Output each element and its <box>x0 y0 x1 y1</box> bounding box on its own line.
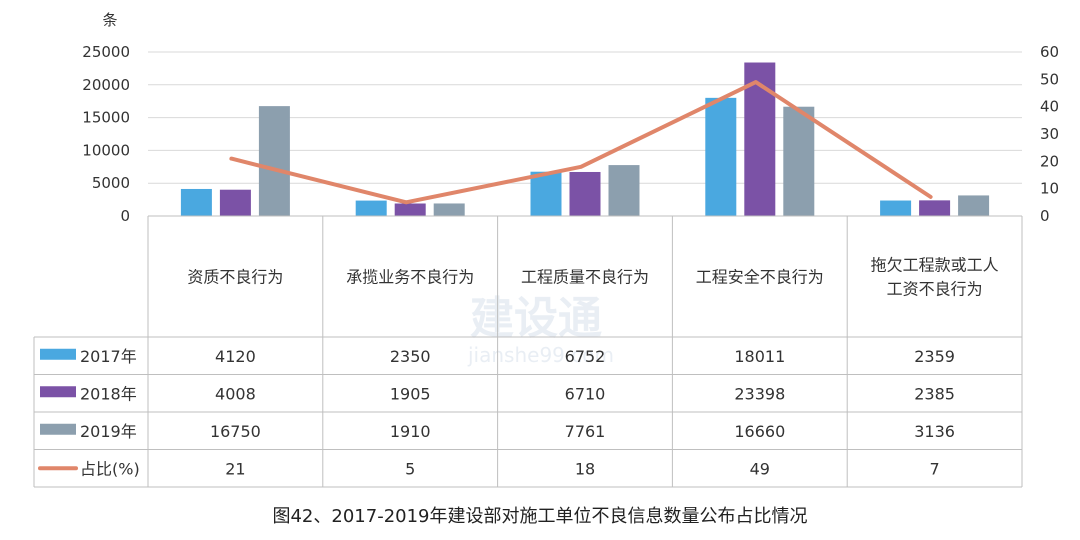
category-label: 工资不良行为 <box>887 280 983 299</box>
y2-tick-label: 40 <box>1040 98 1059 116</box>
y-tick-label: 25000 <box>82 43 130 61</box>
y2-tick-label: 10 <box>1040 180 1059 198</box>
series-line <box>229 80 933 205</box>
y2-tick-label: 0 <box>1040 207 1050 225</box>
data-table: 资质不良行为 承揽业务不良行为 工程质量不良行为 工程安全不良行为 拖欠工程款或工人工资… <box>33 215 1023 488</box>
bar <box>433 203 465 216</box>
table-cell: 6752 <box>565 347 606 366</box>
table-cell: 2385 <box>914 384 955 403</box>
table-cell: 16750 <box>210 422 261 441</box>
table-cell: 18011 <box>734 347 785 366</box>
legend-label: 占比(%) <box>80 459 140 478</box>
category-label: 工程质量不良行为 <box>521 268 649 287</box>
bar <box>569 171 601 216</box>
legend-label: 2019年 <box>80 422 137 441</box>
bar <box>530 171 562 216</box>
legend-label: 2018年 <box>80 384 137 403</box>
category-label: 资质不良行为 <box>187 268 283 287</box>
chart-title: 图42、2017-2019年建设部对施工单位不良信息数量公布占比情况 <box>272 506 807 527</box>
bar <box>394 203 426 216</box>
legend-swatch <box>40 423 76 435</box>
right-y-axis: 0 10 20 30 40 50 60 <box>1040 43 1059 225</box>
table-cell: 5 <box>405 459 415 478</box>
table-cell: 7761 <box>565 422 606 441</box>
bar <box>180 188 212 216</box>
table-cell: 6710 <box>565 384 606 403</box>
watermark-subtext: jianshe99.com <box>467 343 614 367</box>
table-cell: 4008 <box>215 384 256 403</box>
category-label: 拖欠工程款或工人 <box>871 256 999 275</box>
bar <box>219 189 251 216</box>
y-tick-label: 15000 <box>82 109 130 127</box>
bar <box>919 200 951 216</box>
y-axis-label: 条 <box>102 11 117 29</box>
table-cell: 23398 <box>734 384 785 403</box>
watermark: 建设通 jianshe99.com <box>467 293 614 367</box>
bar <box>958 195 990 216</box>
table-cell: 2359 <box>914 347 955 366</box>
table-cell: 49 <box>750 459 770 478</box>
table-cell: 18 <box>575 459 595 478</box>
legend-swatch <box>40 386 76 398</box>
legend-swatch <box>40 348 76 360</box>
y-tick-label: 20000 <box>82 76 130 94</box>
y2-tick-label: 30 <box>1040 125 1059 143</box>
table-cell: 1905 <box>390 384 431 403</box>
table-cell: 7 <box>930 459 940 478</box>
ratio-line <box>229 80 933 205</box>
table-cell: 16660 <box>734 422 785 441</box>
y-tick-label: 0 <box>120 207 130 225</box>
y2-tick-label: 20 <box>1040 152 1059 170</box>
bars <box>180 62 990 216</box>
legend-label: 2017年 <box>80 347 137 366</box>
left-y-axis: 0 5000 10000 15000 20000 25000 <box>82 43 130 225</box>
bar <box>744 62 776 216</box>
bar <box>705 97 737 216</box>
bar <box>355 200 387 216</box>
y2-tick-label: 60 <box>1040 43 1059 61</box>
y2-tick-label: 50 <box>1040 70 1059 88</box>
y-tick-label: 5000 <box>92 174 130 192</box>
category-label: 工程安全不良行为 <box>696 268 824 287</box>
y-tick-label: 10000 <box>82 141 130 159</box>
bar <box>783 106 815 216</box>
table-cell: 2350 <box>390 347 431 366</box>
watermark-text: 建设通 <box>470 293 602 344</box>
bar <box>608 165 640 216</box>
bar <box>258 106 290 216</box>
category-label: 承揽业务不良行为 <box>346 268 474 287</box>
table-cell: 1910 <box>390 422 431 441</box>
bar <box>880 200 912 216</box>
table-cell: 21 <box>225 459 245 478</box>
table-cell: 4120 <box>215 347 256 366</box>
table-cell: 3136 <box>914 422 955 441</box>
